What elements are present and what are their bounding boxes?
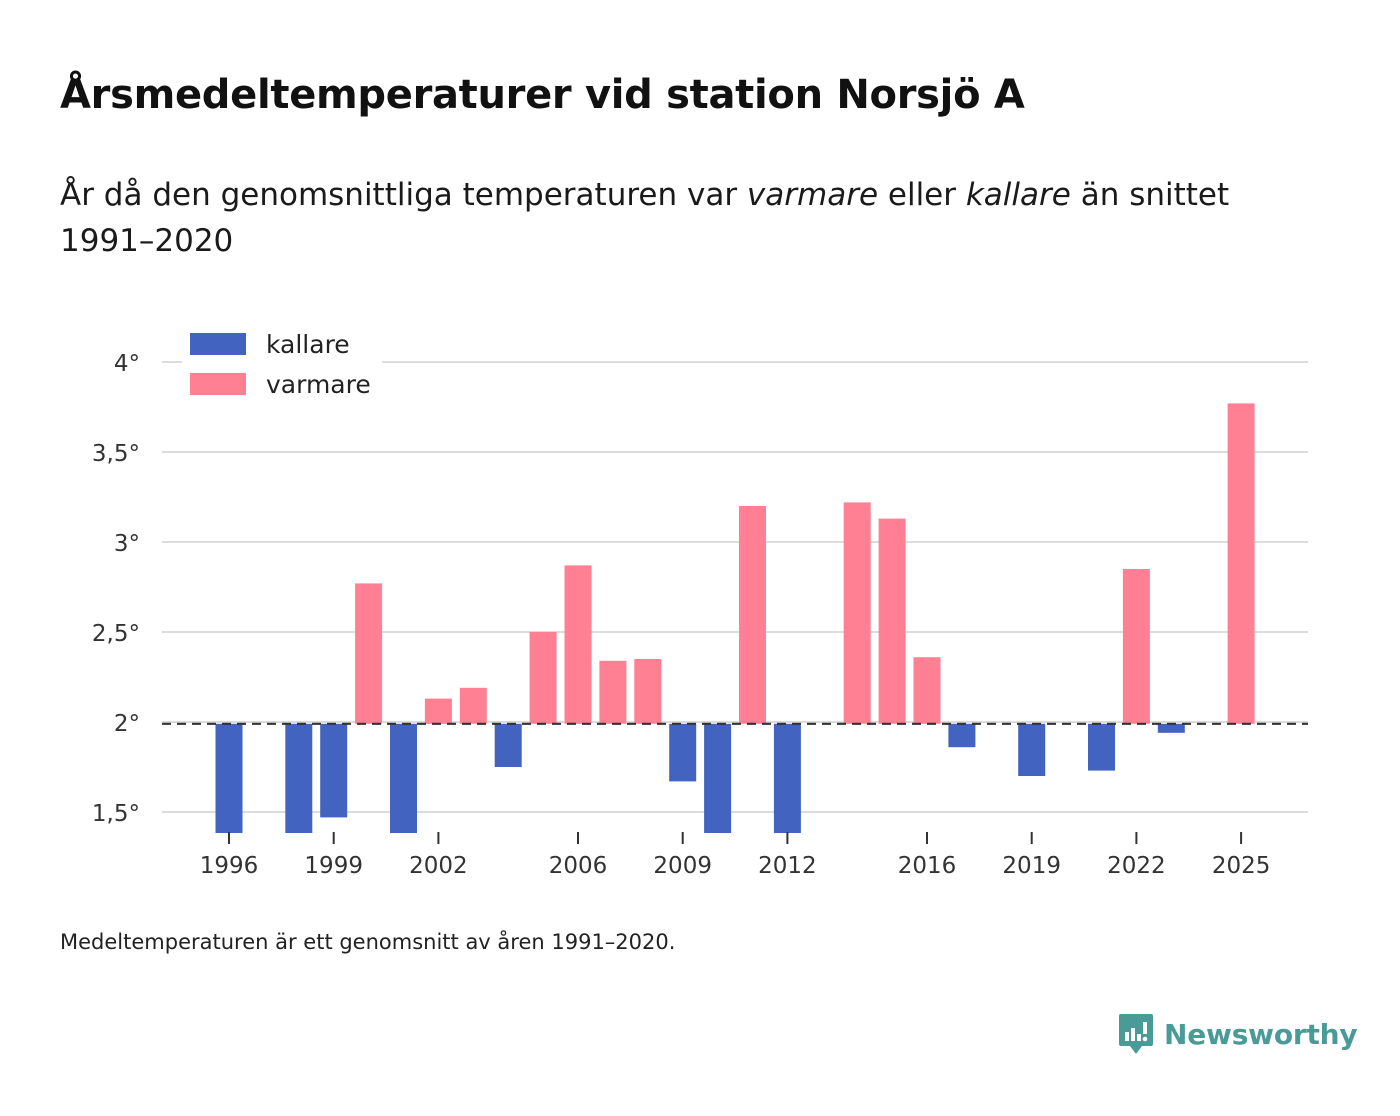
- x-tick-label: 2019: [1002, 853, 1061, 879]
- brand-name: Newsworthy: [1164, 1017, 1358, 1051]
- newsworthy-logo: Newsworthy: [1118, 1010, 1358, 1058]
- bar-2001: [390, 723, 417, 833]
- bar-2002: [424, 698, 452, 724]
- x-tick-label: 2009: [653, 853, 712, 879]
- legend: kallare varmare: [182, 322, 382, 408]
- x-tick-label: 2002: [409, 853, 468, 879]
- legend-swatch-cold: [190, 333, 246, 355]
- bar-2015: [878, 518, 906, 724]
- y-tick-label: 2°: [114, 711, 140, 737]
- legend-swatch-warm: [190, 373, 246, 395]
- x-axis: 1996 1999 2002 2006 2009 2012 2016 2019 2022 2025: [200, 832, 1271, 879]
- x-tick-label: 2022: [1107, 853, 1166, 879]
- bar-2022: [1122, 569, 1150, 724]
- bar-chart: 1,5° 2° 2,5° 3° 3,5° 4° 1996 1999 2002 2006 2009 2…: [91, 322, 1308, 879]
- x-tick-label: 2012: [758, 853, 817, 879]
- y-tick-label: 1,5°: [92, 801, 140, 827]
- y-tick-label: 4°: [114, 351, 140, 377]
- x-tick-label: 2016: [898, 853, 957, 879]
- bar-2016: [913, 657, 941, 724]
- subtitle-text-2: eller: [878, 177, 966, 213]
- bar-2023: [1157, 723, 1185, 733]
- x-tick-label: 1999: [304, 853, 363, 879]
- legend-label-cold: kallare: [266, 330, 350, 359]
- bar-2007: [599, 660, 627, 724]
- bar-2004: [494, 723, 522, 767]
- subtitle-text-1: År då den genomsnittliga temperaturen va…: [60, 177, 747, 213]
- bar-1996: [215, 723, 243, 833]
- subtitle-cold-word: kallare: [965, 177, 1071, 213]
- bar-2014: [843, 502, 871, 724]
- y-tick-label: 3,5°: [92, 441, 140, 467]
- bar-1998: [285, 723, 313, 833]
- footnote: Medeltemperaturen är ett genomsnitt av å…: [60, 930, 676, 954]
- bar-2000: [355, 583, 383, 724]
- bar-2021: [1088, 723, 1115, 771]
- bar-2008: [634, 659, 662, 724]
- x-tick-label: 1996: [200, 853, 259, 879]
- bar-2017: [948, 723, 976, 748]
- bar-2019: [1018, 723, 1046, 776]
- x-tick-label: 2006: [549, 853, 608, 879]
- x-tick-label: 2025: [1212, 853, 1271, 879]
- bar-2010: [704, 723, 732, 833]
- bar-2005: [529, 632, 557, 724]
- y-tick-label: 3°: [114, 531, 140, 557]
- legend-label-warm: varmare: [266, 370, 371, 399]
- subtitle-text-3: än snittet 1991–2020: [60, 177, 1230, 259]
- subtitle-warm-word: varmare: [746, 177, 879, 213]
- chart-title: Årsmedeltemperaturer vid station Norsjö …: [60, 72, 1025, 118]
- bar-2011: [739, 506, 766, 724]
- bar-2003: [459, 687, 487, 724]
- bar-2025: [1227, 403, 1255, 724]
- bar-2006: [564, 565, 592, 724]
- y-tick-label: 2,5°: [92, 621, 140, 647]
- chart-subtitle: År då den genomsnittliga temperaturen va…: [60, 172, 1320, 264]
- bar-1999: [320, 723, 348, 818]
- bar-layer: [215, 403, 1255, 833]
- bar-2009: [669, 723, 697, 782]
- newsworthy-logo-icon: [1119, 1014, 1153, 1054]
- bar-2012: [773, 723, 801, 833]
